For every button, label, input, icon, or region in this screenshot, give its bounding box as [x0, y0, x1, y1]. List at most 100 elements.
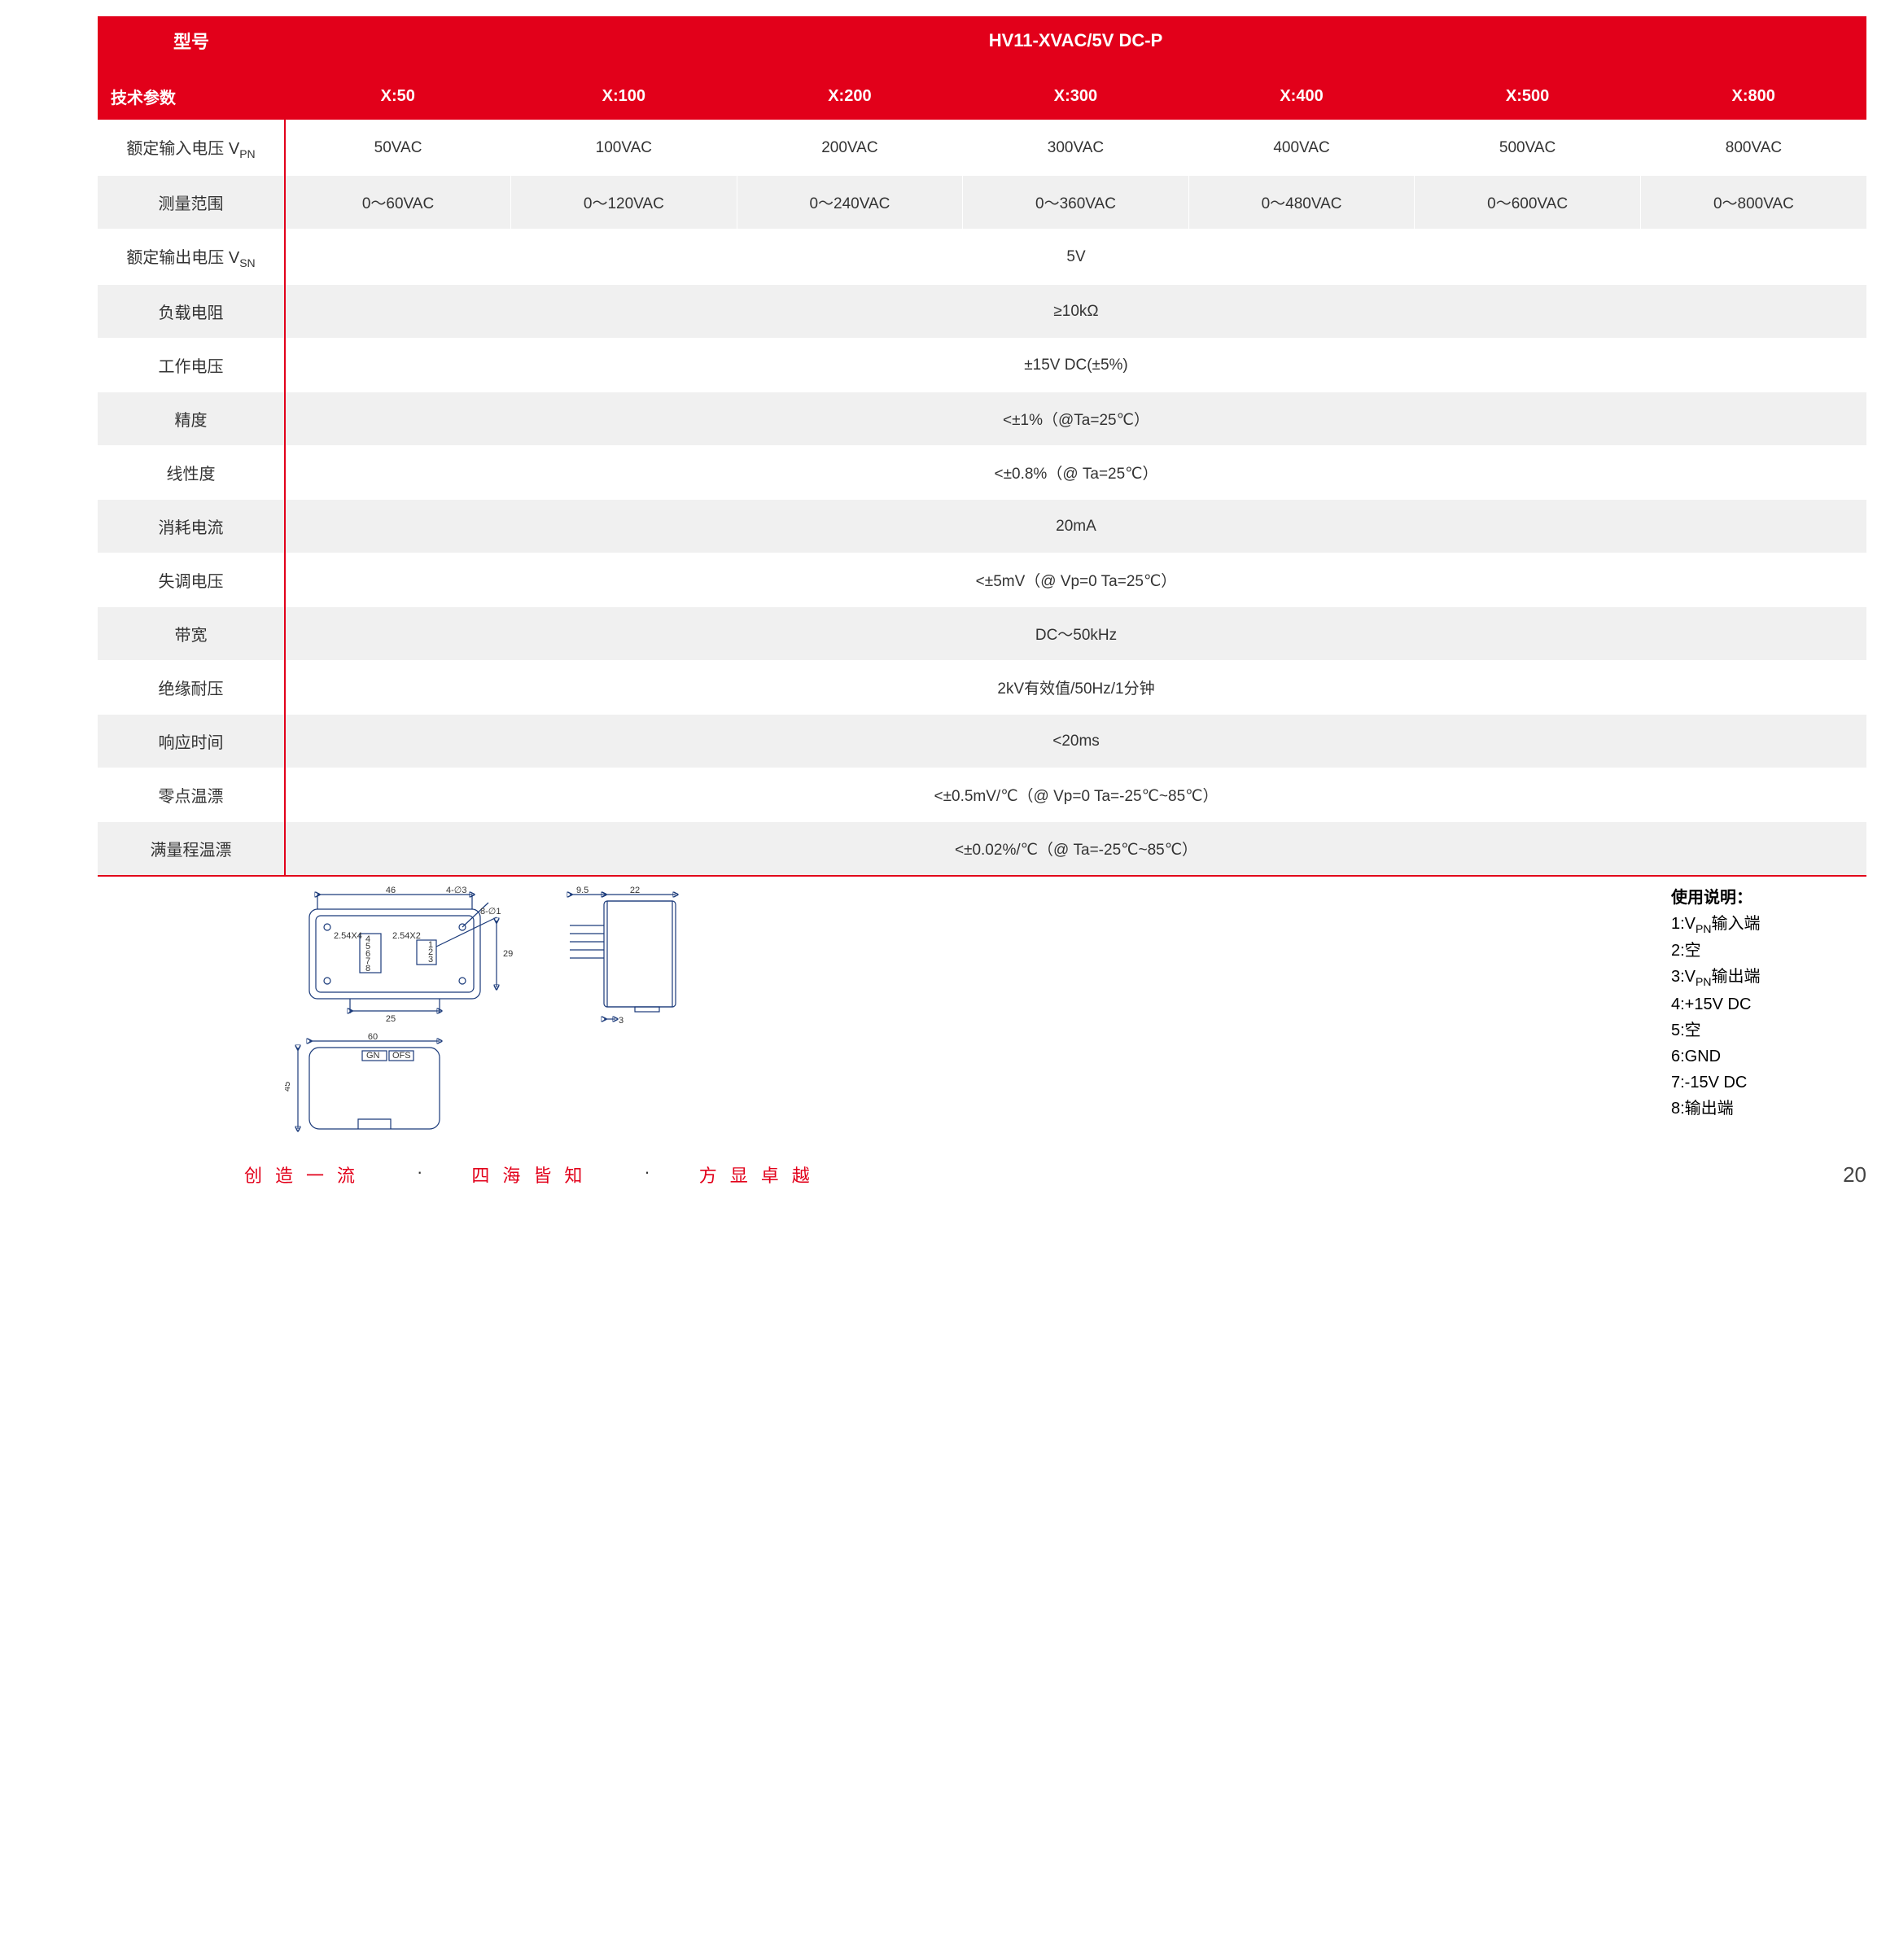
row-cell: 0～360VAC — [963, 176, 1189, 230]
svg-text:2.54X4: 2.54X4 — [334, 931, 362, 941]
row-label: 满量程温漂 — [98, 822, 285, 876]
bottom-area: 46 4-∅3 2.54X4 4 5 6 7 8 2.5 — [285, 885, 1866, 1137]
row-cell: 200VAC — [737, 120, 963, 176]
row-label: 线性度 — [98, 446, 285, 500]
row-value: <±1%（@Ta=25℃） — [285, 392, 1866, 446]
svg-text:GN: GN — [366, 1051, 380, 1061]
table-row: 额定输入电压 VPN50VAC100VAC200VAC300VAC400VAC5… — [98, 120, 1866, 176]
row-label: 工作电压 — [98, 339, 285, 392]
param-header: 技术参数 — [98, 80, 285, 120]
row-cell: 500VAC — [1415, 120, 1641, 176]
row-label: 失调电压 — [98, 553, 285, 607]
row-label: 测量范围 — [98, 176, 285, 230]
instruction-line: 6:GND — [1671, 1043, 1866, 1070]
row-label: 精度 — [98, 392, 285, 446]
svg-text:2.54X2: 2.54X2 — [392, 931, 421, 941]
row-cell: 0～800VAC — [1640, 176, 1866, 230]
row-value: <±5mV（@ Vp=0 Ta=25℃） — [285, 553, 1866, 607]
table-row: 满量程温漂<±0.02%/℃（@ Ta=-25℃~85℃） — [98, 822, 1866, 876]
table-row: 消耗电流20mA — [98, 500, 1866, 553]
row-cell: 0～600VAC — [1415, 176, 1641, 230]
row-cell: 0～240VAC — [737, 176, 963, 230]
footer-g2: 四海皆知 — [471, 1162, 595, 1188]
row-label: 响应时间 — [98, 715, 285, 768]
footer: 创造一流 · 四海皆知 · 方显卓越 20 — [244, 1162, 1866, 1188]
table-row: 额定输出电压 VSN5V — [98, 230, 1866, 285]
table-row: 响应时间<20ms — [98, 715, 1866, 768]
spec-table: 型号 HV11-XVAC/5V DC-P 技术参数 X:50 X:100 X:2… — [98, 16, 1866, 875]
table-row: 测量范围0～60VAC0～120VAC0～240VAC0～360VAC0～480… — [98, 176, 1866, 230]
svg-text:3: 3 — [619, 1016, 624, 1026]
instruction-line: 5:空 — [1671, 1017, 1866, 1043]
row-label: 零点温漂 — [98, 768, 285, 822]
drawing-top: 46 4-∅3 2.54X4 4 5 6 7 8 2.5 — [285, 885, 529, 1023]
svg-text:46: 46 — [386, 886, 396, 895]
svg-text:8-∅1: 8-∅1 — [480, 907, 501, 917]
row-label: 负载电阻 — [98, 285, 285, 339]
svg-text:8: 8 — [365, 964, 370, 973]
svg-text:4-∅3: 4-∅3 — [446, 886, 466, 895]
row-cell: 300VAC — [963, 120, 1189, 176]
model-value: HV11-XVAC/5V DC-P — [285, 16, 1866, 80]
col-x200: X:200 — [737, 80, 963, 120]
row-value: 5V — [285, 230, 1866, 285]
table-row: 零点温漂<±0.5mV/℃（@ Vp=0 Ta=-25℃~85℃） — [98, 768, 1866, 822]
instruction-line: 4:+15V DC — [1671, 991, 1866, 1017]
svg-text:OFS: OFS — [392, 1051, 411, 1061]
page-number: 20 — [1843, 1162, 1866, 1188]
table-row: 精度<±1%（@Ta=25℃） — [98, 392, 1866, 446]
col-x50: X:50 — [285, 80, 511, 120]
table-row: 绝缘耐压2kV有效值/50Hz/1分钟 — [98, 661, 1866, 715]
row-label: 带宽 — [98, 607, 285, 661]
col-x500: X:500 — [1415, 80, 1641, 120]
row-label: 额定输入电压 VPN — [98, 120, 285, 176]
footer-dot1: · — [417, 1162, 422, 1188]
instruction-line: 2:空 — [1671, 938, 1866, 964]
svg-text:3: 3 — [428, 955, 433, 965]
table-row: 带宽DC～50kHz — [98, 607, 1866, 661]
row-value: DC～50kHz — [285, 607, 1866, 661]
table-row: 失调电压<±5mV（@ Vp=0 Ta=25℃） — [98, 553, 1866, 607]
row-value: <±0.8%（@ Ta=25℃） — [285, 446, 1866, 500]
header-row-top: 型号 HV11-XVAC/5V DC-P — [98, 16, 1866, 80]
drawings: 46 4-∅3 2.54X4 4 5 6 7 8 2.5 — [285, 885, 1639, 1137]
row-value: ≥10kΩ — [285, 285, 1866, 339]
footer-g1: 创造一流 — [244, 1162, 368, 1188]
svg-text:60: 60 — [368, 1032, 378, 1042]
row-cell: 0～60VAC — [285, 176, 511, 230]
row-label: 额定输出电压 VSN — [98, 230, 285, 285]
instruction-line: 3:VPN输出端 — [1671, 964, 1866, 991]
col-x300: X:300 — [963, 80, 1189, 120]
svg-text:25: 25 — [386, 1014, 396, 1023]
instructions-title: 使用说明： — [1671, 885, 1866, 911]
row-value: <±0.5mV/℃（@ Vp=0 Ta=-25℃~85℃） — [285, 768, 1866, 822]
row-cell: 50VAC — [285, 120, 511, 176]
footer-g3: 方显卓越 — [699, 1162, 823, 1188]
instruction-line: 1:VPN输入端 — [1671, 911, 1866, 938]
table-row: 负载电阻≥10kΩ — [98, 285, 1866, 339]
row-value: <20ms — [285, 715, 1866, 768]
row-value: ±15V DC(±5%) — [285, 339, 1866, 392]
row-cell: 400VAC — [1188, 120, 1415, 176]
table-row: 工作电压±15V DC(±5%) — [98, 339, 1866, 392]
col-x400: X:400 — [1188, 80, 1415, 120]
instruction-line: 7:-15V DC — [1671, 1070, 1866, 1096]
col-x800: X:800 — [1640, 80, 1866, 120]
table-row: 线性度<±0.8%（@ Ta=25℃） — [98, 446, 1866, 500]
header-row-cols: 技术参数 X:50 X:100 X:200 X:300 X:400 X:500 … — [98, 80, 1866, 120]
col-x100: X:100 — [511, 80, 737, 120]
svg-text:29: 29 — [503, 949, 513, 959]
row-cell: 0～480VAC — [1188, 176, 1415, 230]
instructions: 使用说明： 1:VPN输入端2:空3:VPN输出端4:+15V DC5:空6:G… — [1671, 885, 1866, 1122]
row-value: <±0.02%/℃（@ Ta=-25℃~85℃） — [285, 822, 1866, 876]
row-label: 消耗电流 — [98, 500, 285, 553]
spec-table-wrap: 型号 HV11-XVAC/5V DC-P 技术参数 X:50 X:100 X:2… — [98, 16, 1866, 877]
svg-text:9.5: 9.5 — [576, 886, 589, 895]
row-value: 2kV有效值/50Hz/1分钟 — [285, 661, 1866, 715]
instruction-line: 8:输出端 — [1671, 1096, 1866, 1122]
drawing-bottom: 60 GN OFS 45 — [285, 1031, 464, 1137]
row-cell: 100VAC — [511, 120, 737, 176]
svg-text:22: 22 — [630, 886, 640, 895]
row-cell: 800VAC — [1640, 120, 1866, 176]
footer-dot2: · — [644, 1162, 650, 1188]
